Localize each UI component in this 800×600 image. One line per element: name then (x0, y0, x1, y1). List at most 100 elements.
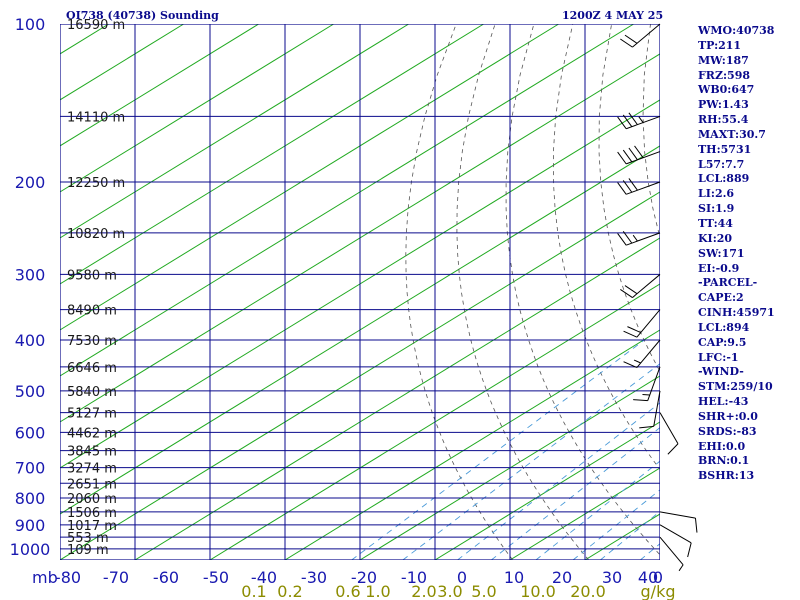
wind-barb-flag (622, 114, 633, 127)
index-entry: KI:20 (698, 231, 733, 245)
isotherm-line (209, 283, 660, 560)
wind-barb-staff (626, 151, 661, 165)
index-entry: SHR+:0.0 (698, 409, 758, 423)
mixing-ratio-label: 5.0 (471, 582, 496, 600)
temperature-tick-label: 20 (552, 568, 572, 587)
plot-grid (60, 24, 660, 560)
temperature-tick-label: -50 (203, 568, 229, 587)
mixing-ratio-line (457, 402, 660, 560)
index-entry: HEL:-43 (698, 395, 749, 409)
index-entry: LCL:894 (698, 320, 750, 334)
station-title: OI738 (40738) Sounding (66, 9, 219, 22)
pressure-tick-label: 700 (15, 459, 46, 478)
height-label: 1506 m (67, 506, 117, 521)
wind-barb-half-flag (678, 564, 684, 572)
mixing-ratio-line (491, 427, 660, 560)
wind-barb (617, 178, 661, 195)
wind-barb-half-flag (632, 234, 638, 242)
isotherm-line (60, 24, 259, 147)
temperature-tick-label: 10 (504, 568, 524, 587)
isotherm-line (284, 329, 660, 560)
mixing-ratio-label: 0.6 (335, 582, 360, 600)
pressure-tick-label: 900 (15, 516, 46, 535)
height-label: 4462 m (67, 426, 117, 441)
isotherm-line (60, 24, 634, 377)
mixing-ratio-line (535, 460, 660, 560)
wind-barb-flag (623, 330, 638, 338)
wind-barb-flag (627, 326, 641, 334)
mixing-ratio-line (600, 510, 660, 560)
index-entry: CAPE:2 (698, 291, 744, 305)
temperature-tick-label: 0 (653, 568, 663, 587)
observation-time: 1200Z 4 MAY 25 (562, 9, 664, 22)
wind-barb-staff (626, 115, 661, 130)
wind-barb-staff (659, 524, 692, 544)
mixing-ratio-label: 0.2 (277, 582, 302, 600)
index-entry: SW:171 (698, 246, 745, 260)
height-label: 7530 m (67, 334, 117, 349)
index-entry: TP:211 (698, 38, 742, 52)
index-entry: LI:2.6 (698, 187, 735, 201)
index-entry: STM:259/10 (698, 380, 773, 394)
wind-barb-flag (620, 38, 633, 48)
wind-barb-flag (617, 116, 627, 130)
height-label: 2060 m (67, 492, 117, 507)
wind-barb-flag (624, 285, 638, 295)
mixing-ratio-label: 2.0 (411, 582, 436, 600)
height-label: 553 m (67, 531, 109, 546)
temperature-tick-label: -60 (153, 568, 179, 587)
wind-barb-staff (659, 511, 696, 519)
wind-barb (659, 412, 679, 455)
mixing-ratio-label: 10.0 (520, 582, 556, 600)
isotherm-line (60, 191, 660, 560)
mixing-ratio-label: 0.1 (241, 582, 266, 600)
pressure-tick-label: 400 (15, 331, 46, 350)
height-label: 6646 m (67, 361, 117, 376)
isotherm-line (60, 24, 559, 331)
temperature-tick-label: 0 (457, 568, 467, 587)
index-entry: SRDS:-83 (698, 424, 757, 438)
index-entry: CAP:9.5 (698, 335, 747, 349)
temperature-tick-label: -40 (251, 568, 277, 587)
wind-barb (620, 274, 661, 298)
pressure-tick-label: 500 (15, 382, 46, 401)
pressure-tick-label: 800 (15, 489, 46, 508)
mixing-ratio-label: 1.0 (365, 582, 390, 600)
wind-barbs (617, 23, 698, 572)
index-entry: PW:1.43 (698, 98, 749, 112)
index-entry: LCL:889 (698, 172, 750, 186)
wind-barb-half-flag (642, 394, 650, 396)
index-entry: FRZ:598 (698, 68, 751, 82)
wind-barb (623, 339, 661, 369)
index-entry: WMO:40738 (698, 24, 775, 37)
wind-barb-flag (667, 443, 679, 455)
pressure-tick-label: 300 (15, 265, 46, 284)
height-label: 5127 m (67, 407, 117, 422)
index-entry: TH:5731 (698, 142, 752, 156)
temperature-tick-label: -10 (401, 568, 427, 587)
isotherm-line (60, 24, 484, 285)
wind-barb-flag (628, 178, 638, 191)
dry-adiabat-line (553, 24, 660, 471)
height-label: 1017 m (67, 519, 117, 534)
pressure-tick-label: 200 (15, 173, 46, 192)
wind-barb (620, 23, 661, 48)
wind-barb-staff (636, 339, 661, 368)
isotherm-line (60, 53, 660, 423)
height-label: 12250 m (67, 176, 125, 191)
isotherm-line (434, 421, 660, 560)
wind-barb-half-flag (638, 116, 644, 123)
wind-barb (617, 231, 661, 246)
index-entry: -PARCEL- (698, 276, 758, 290)
isotherm-line (60, 24, 409, 239)
height-label: 109 m (67, 543, 109, 558)
wind-barb-flag (623, 361, 638, 369)
dry-adiabat-line (598, 24, 660, 373)
wind-barb-flag (634, 145, 644, 159)
index-entry: TT:44 (698, 216, 733, 230)
index-entry: BRN:0.1 (698, 454, 750, 468)
height-label: 2651 m (67, 477, 117, 492)
index-entry: CINH:45971 (698, 306, 775, 320)
